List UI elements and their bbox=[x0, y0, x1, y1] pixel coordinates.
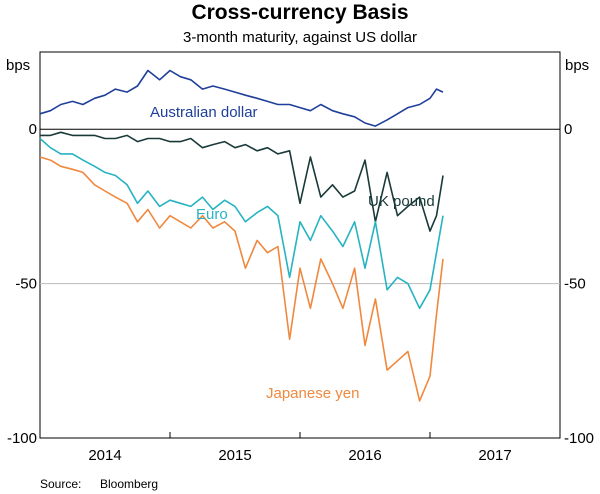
x-tick-label: 2015 bbox=[218, 447, 251, 464]
source-value: Bloomberg bbox=[100, 477, 158, 491]
gridlines bbox=[40, 128, 560, 285]
x-tick-label: 2016 bbox=[348, 447, 381, 464]
series-line-euro bbox=[39, 137, 444, 310]
y-tick-label-left: -100 bbox=[7, 430, 37, 447]
x-tick-marks bbox=[39, 432, 431, 438]
y-tick-label-left: -50 bbox=[15, 276, 37, 293]
y-unit-left: bps bbox=[6, 57, 30, 74]
series-annotations: Australian dollar UK pound Euro Japanese ye… bbox=[150, 104, 435, 402]
chart-title: Cross-currency Basis bbox=[191, 1, 408, 24]
x-tick-label: 2017 bbox=[478, 447, 511, 464]
series-label-australian-dollar: Australian dollar bbox=[150, 104, 258, 121]
source-label: Source: bbox=[40, 477, 81, 491]
series-label-japanese-yen: Japanese yen bbox=[266, 385, 359, 402]
y-unit-right: bps bbox=[565, 57, 589, 74]
y-tick-label-right: 0 bbox=[564, 121, 572, 138]
y-tick-label-right: -100 bbox=[564, 430, 594, 447]
series-line-japanese-yen bbox=[39, 156, 444, 402]
series-line-australian-dollar bbox=[39, 69, 444, 127]
y-tick-labels-left: 0 -50 -100 bbox=[7, 121, 37, 447]
chart-subtitle: 3-month maturity, against US dollar bbox=[183, 29, 417, 46]
y-tick-label-right: -50 bbox=[564, 276, 586, 293]
plot-frame bbox=[39, 51, 561, 439]
series-line-uk-pound bbox=[40, 131, 444, 232]
x-tick-label: 2014 bbox=[88, 447, 121, 464]
series-label-uk-pound: UK pound bbox=[368, 193, 435, 210]
series-lines bbox=[39, 69, 444, 402]
y-tick-label-left: 0 bbox=[29, 121, 37, 138]
y-tick-labels-right: 0 -50 -100 bbox=[564, 121, 594, 447]
x-tick-labels: 2014 2015 2016 2017 bbox=[88, 447, 511, 464]
series-label-euro: Euro bbox=[196, 206, 228, 223]
